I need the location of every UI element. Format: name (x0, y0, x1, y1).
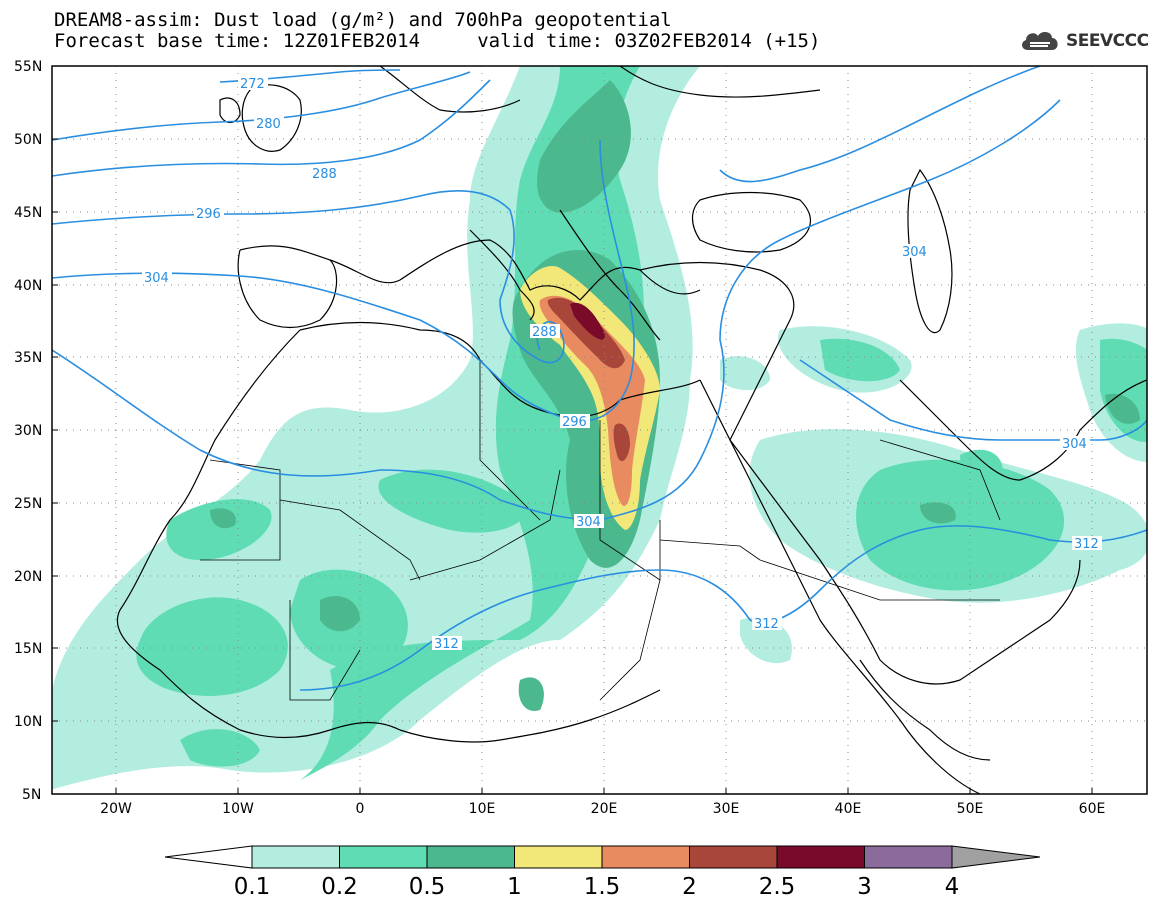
colorbar-swatch (776, 845, 865, 869)
lat-label: 15N (14, 641, 42, 657)
colorbar-swatch (514, 845, 603, 869)
colorbar-swatch (251, 845, 340, 869)
lat-label: 40N (14, 278, 42, 294)
colorbar: 0.1 0.2 0.5 1 1.5 2 2.5 3 4 (164, 845, 1041, 900)
contour-label-296-center: 296 (562, 415, 587, 430)
lon-label: 20E (591, 801, 618, 817)
borders (200, 360, 1001, 701)
dust-field-darkred (570, 302, 605, 340)
lon-label: 20W (100, 801, 132, 817)
latitude-labels: 55N 50N 45N 40N 35N 30N 25N 20N 15N 10N … (14, 59, 42, 803)
lat-label: 20N (14, 569, 42, 585)
lat-label: 55N (14, 59, 42, 75)
coastlines (116, 66, 1147, 794)
contour-label-280: 280 (256, 117, 281, 132)
lat-label: 25N (14, 496, 42, 512)
colorbar-swatch (601, 845, 690, 869)
colorbar-level-label: 2.5 (759, 874, 796, 900)
colorbar-level-label: 0.1 (234, 874, 271, 900)
contour-label-288: 288 (312, 167, 337, 182)
lat-label: 10N (14, 714, 42, 730)
seevccc-logo: SEEVCCC (1018, 26, 1149, 56)
colorbar-level-label: 1 (507, 874, 522, 900)
logo-text: SEEVCCC (1066, 31, 1149, 51)
contour-label-304-far-east: 304 (1062, 437, 1087, 452)
lon-label: 10E (469, 801, 496, 817)
contour-label-288-center: 288 (532, 325, 557, 340)
colorbar-level-label: 0.2 (321, 874, 358, 900)
lon-label: 0 (356, 801, 365, 817)
map-title: DREAM8-assim: Dust load (g/m²) and 700hP… (54, 9, 672, 31)
contour-label-304-east: 304 (902, 245, 927, 260)
colorbar-swatch (426, 845, 515, 869)
colorbar-level-label: 3 (857, 874, 872, 900)
contour-label-312-east: 312 (1074, 537, 1099, 552)
colorbar-level-label: 0.5 (409, 874, 446, 900)
lon-label: 50E (957, 801, 984, 817)
colorbar-level-label: 2 (682, 874, 697, 900)
lat-label: 35N (14, 350, 42, 366)
lon-label: 30E (713, 801, 740, 817)
lat-label: 45N (14, 205, 42, 221)
lat-label: 50N (14, 132, 42, 148)
dust-field-red (547, 297, 630, 462)
contour-label-304: 304 (144, 271, 169, 286)
contour-label-272: 272 (240, 77, 265, 92)
contour-label-312-mid: 312 (754, 617, 779, 632)
longitude-labels: 20W 10W 0 10E 20E 30E 40E 50E 60E (100, 801, 1105, 817)
lat-label: 5N (22, 787, 41, 803)
colorbar-level-label: 4 (945, 874, 960, 900)
geopotential-contours (52, 66, 1147, 691)
colorbar-swatch (864, 845, 953, 869)
tick-marks (52, 65, 1093, 795)
colorbar-level-label: 1.5 (584, 874, 621, 900)
colorbar-swatch (689, 845, 778, 869)
forecast-times: Forecast base time: 12Z01FEB2014 valid t… (54, 30, 821, 52)
lon-label: 40E (835, 801, 862, 817)
lat-label: 30N (14, 423, 42, 439)
contour-label-304-center: 304 (576, 515, 601, 530)
cloud-icon (1022, 32, 1058, 50)
contour-label-296: 296 (196, 207, 221, 222)
contour-labels: 272 280 288 296 304 288 296 304 312 304 … (142, 76, 1102, 652)
lon-label: 60E (1079, 801, 1106, 817)
graticule (52, 66, 1147, 794)
map-plot-area: 272 280 288 296 304 288 296 304 312 304 … (52, 66, 1147, 794)
colorbar-lower-arrow (164, 845, 253, 869)
colorbar-upper-arrow (951, 845, 1041, 869)
lon-label: 10W (222, 801, 254, 817)
contour-label-312-west: 312 (434, 637, 459, 652)
colorbar-swatch (339, 845, 428, 869)
